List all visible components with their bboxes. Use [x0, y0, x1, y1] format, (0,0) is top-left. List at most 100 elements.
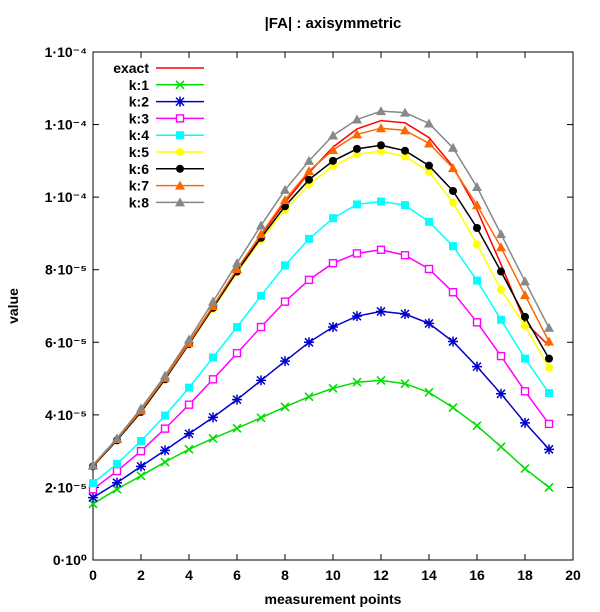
square-marker [161, 411, 169, 420]
axis-ticks: 0 2 4 6 8 10 12 14 16 18 20 0·10⁰ 2·10⁻⁵ 4·10⁻⁵ 6·10⁻⁵… [45, 44, 581, 583]
x-marker [520, 463, 530, 474]
triangle-marker [280, 184, 290, 194]
triangle-marker [400, 125, 410, 135]
x-tick-label: 4 [185, 567, 193, 583]
star-marker [256, 375, 266, 386]
circle-marker [521, 321, 529, 330]
star-marker [136, 461, 146, 472]
series-k3 [88, 245, 554, 494]
x-marker [472, 421, 482, 431]
series-k8 [88, 106, 554, 469]
legend-label: k:8 [129, 194, 149, 210]
triangle-marker [280, 195, 290, 205]
square-marker [208, 375, 218, 384]
circle-marker [473, 223, 481, 232]
square-marker [89, 479, 97, 488]
x-tick-label: 2 [137, 567, 145, 583]
circle-marker [176, 148, 184, 156]
star-marker [328, 322, 338, 333]
x-tick-label: 20 [565, 567, 581, 583]
triangle-marker [328, 130, 338, 140]
series-k1 [88, 375, 554, 509]
triangle-marker [520, 290, 530, 300]
series-line [92, 144, 550, 467]
x-marker [544, 482, 554, 492]
triangle-marker [184, 334, 194, 344]
y-tick-label: 1·10⁻⁴ [45, 44, 87, 60]
square-marker [376, 245, 386, 254]
triangle-marker [175, 180, 185, 190]
triangle-marker [232, 263, 242, 273]
x-marker [400, 379, 410, 389]
triangle-marker [448, 142, 458, 152]
triangle-marker [88, 459, 98, 469]
triangle-marker [304, 166, 314, 176]
x-tick-label: 14 [421, 567, 437, 583]
triangle-marker [448, 163, 458, 173]
circle-marker [377, 141, 385, 150]
circle-marker [329, 156, 337, 165]
x-tick-label: 12 [373, 567, 389, 583]
square-marker [136, 446, 146, 456]
square-marker [112, 466, 122, 476]
star-marker [352, 311, 362, 322]
legend-label: k:4 [129, 127, 149, 143]
y-tick-label: 1·10⁻⁴ [45, 189, 87, 205]
triangle-marker [544, 336, 554, 346]
triangle-marker [472, 200, 482, 210]
star-marker [472, 361, 482, 372]
circle-marker [353, 144, 361, 153]
star-marker [496, 388, 506, 399]
legend-label: k:6 [129, 161, 149, 177]
square-marker [281, 261, 289, 270]
square-marker [353, 200, 361, 209]
square-marker [520, 387, 530, 396]
circle-marker [425, 167, 433, 176]
y-tick-label: 8·10⁻⁵ [45, 262, 87, 278]
square-marker [233, 323, 241, 332]
square-marker [256, 322, 266, 332]
star-marker [544, 444, 554, 455]
x-tick-label: 18 [517, 567, 533, 583]
x-marker [136, 471, 146, 481]
x-tick-label: 10 [325, 567, 341, 583]
x-marker [160, 457, 170, 467]
triangle-marker [496, 229, 506, 239]
square-marker [496, 351, 506, 361]
x-marker [175, 80, 185, 90]
circle-marker [545, 363, 553, 372]
star-marker [304, 337, 314, 348]
square-marker [448, 288, 458, 297]
triangle-marker [112, 433, 122, 443]
star-marker [280, 356, 290, 367]
square-marker [305, 234, 313, 243]
triangle-marker [424, 138, 434, 148]
square-marker [137, 436, 145, 445]
star-marker [112, 477, 122, 488]
series-k4 [89, 197, 553, 488]
x-marker [448, 403, 458, 413]
triangle-marker [175, 197, 185, 207]
triangle-marker [208, 296, 218, 306]
x-marker [376, 375, 386, 385]
series-line [92, 379, 550, 505]
x-tick-label: 8 [281, 567, 289, 583]
triangle-marker [544, 322, 554, 332]
x-marker [208, 433, 218, 444]
series-k7 [88, 123, 554, 470]
triangle-marker [376, 123, 386, 133]
y-axis-label: value [5, 288, 21, 324]
x-marker [184, 444, 194, 454]
triangle-marker [304, 155, 314, 165]
circle-marker [545, 354, 553, 363]
x-tick-label: 16 [469, 567, 485, 583]
x-tick-label: 6 [233, 567, 241, 583]
star-marker [448, 336, 458, 347]
x-tick-label: 0 [89, 567, 97, 583]
circle-marker [473, 240, 481, 249]
x-marker [424, 387, 434, 397]
square-marker [280, 297, 290, 306]
series-k2 [88, 306, 554, 503]
circle-marker [281, 202, 289, 211]
circle-marker [401, 146, 409, 155]
